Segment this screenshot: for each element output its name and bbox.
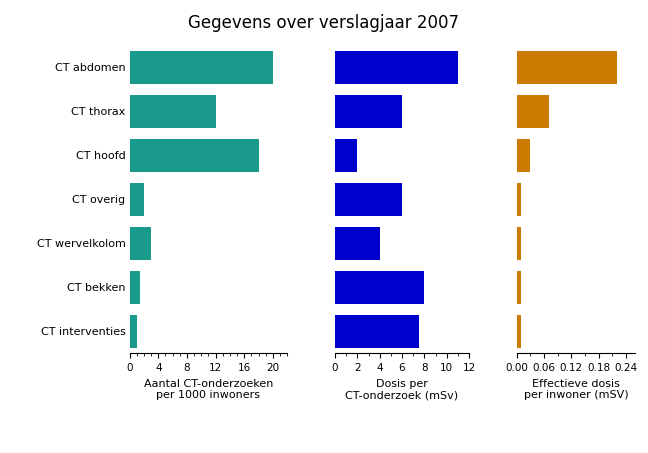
Bar [130,315,137,348]
Bar [517,183,522,216]
Bar [517,227,522,260]
Bar [130,183,144,216]
Bar [335,95,402,128]
Bar [517,315,522,348]
X-axis label: Dosis per
CT-onderzoek (mSv): Dosis per CT-onderzoek (mSv) [345,379,459,400]
Bar [335,271,424,304]
Bar [517,51,617,84]
Bar [130,271,141,304]
Bar [130,95,216,128]
X-axis label: Aantal CT-onderzoeken
per 1000 inwoners: Aantal CT-onderzoeken per 1000 inwoners [144,379,273,400]
Bar [335,51,458,84]
X-axis label: Effectieve dosis
per inwoner (mSV): Effectieve dosis per inwoner (mSV) [524,379,629,400]
Bar [130,139,259,172]
Bar [517,271,522,304]
Bar [517,95,549,128]
Text: Gegevens over verslagjaar 2007: Gegevens over verslagjaar 2007 [189,14,459,32]
Bar [335,183,402,216]
Bar [130,51,273,84]
Bar [130,227,151,260]
Bar [335,227,380,260]
Bar [335,139,357,172]
Bar [517,139,531,172]
Bar [335,315,419,348]
